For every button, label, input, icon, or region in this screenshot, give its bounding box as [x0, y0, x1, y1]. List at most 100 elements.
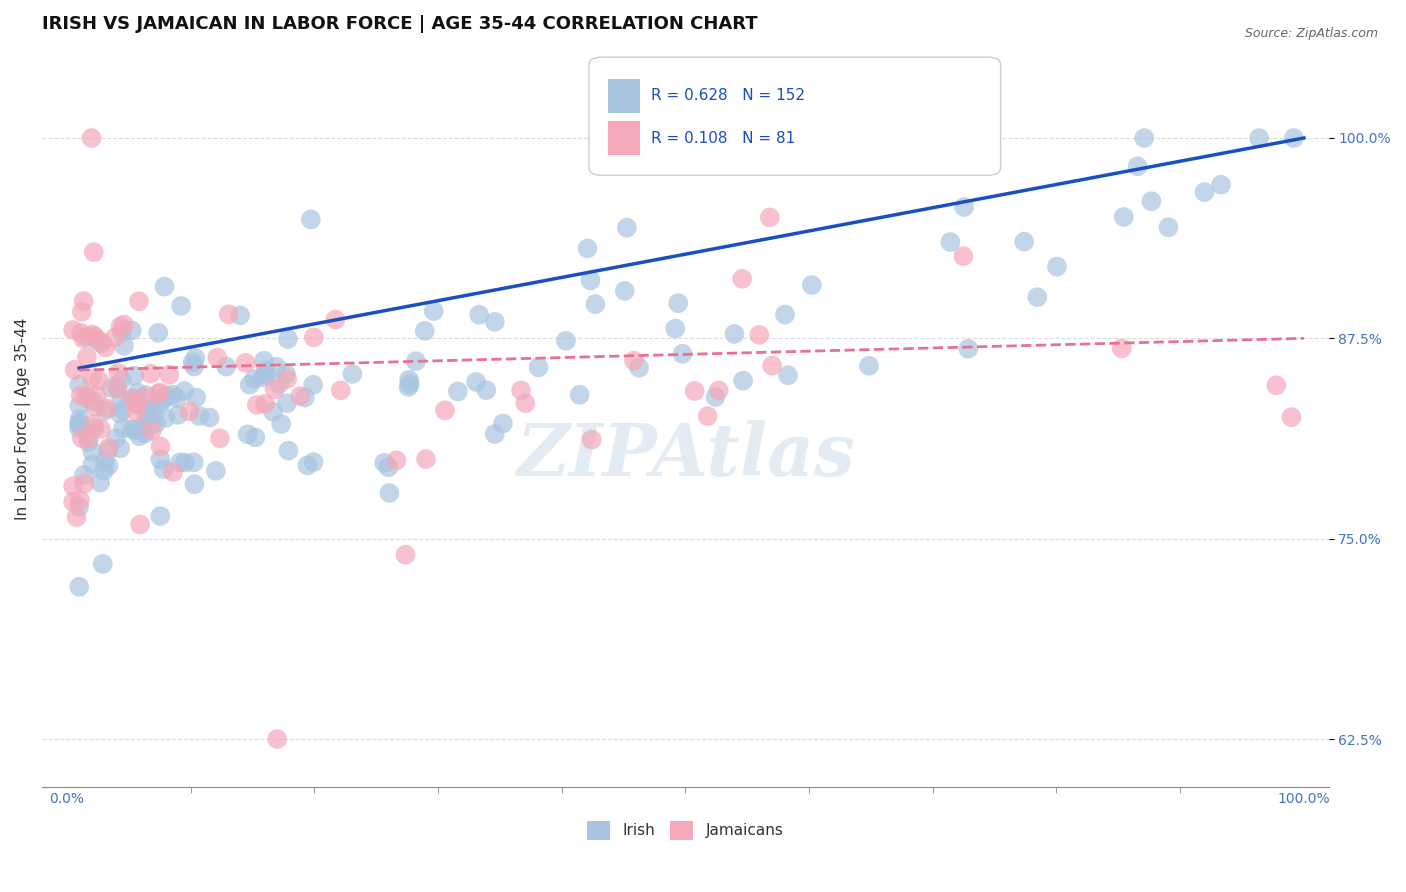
Point: [254, 368, 277, 382]
Point: [398, 380, 420, 394]
Point: [394, 548, 416, 562]
Point: [1265, 378, 1288, 392]
Point: [153, 392, 176, 406]
Point: [67, 417, 90, 432]
Point: [97, 458, 120, 473]
Point: [169, 455, 191, 469]
Point: [93, 464, 115, 478]
Point: [671, 347, 693, 361]
Point: [1209, 178, 1232, 192]
Point: [83, 245, 105, 260]
Point: [111, 373, 134, 387]
Point: [173, 384, 195, 398]
Point: [276, 396, 298, 410]
Point: [131, 399, 153, 413]
Point: [104, 330, 127, 344]
Point: [475, 383, 498, 397]
Point: [243, 372, 266, 386]
Point: [90, 422, 112, 436]
Point: [105, 380, 128, 394]
Point: [1026, 290, 1049, 304]
Point: [121, 391, 143, 405]
Point: [263, 383, 285, 397]
Point: [378, 486, 401, 500]
Point: [76, 391, 98, 405]
Point: [1133, 131, 1156, 145]
Point: [125, 423, 148, 437]
Point: [696, 409, 718, 423]
Point: [135, 388, 157, 402]
Point: [413, 324, 436, 338]
Point: [72, 422, 94, 436]
Point: [183, 359, 205, 374]
Point: [134, 426, 156, 441]
Point: [86, 389, 108, 403]
Point: [149, 509, 172, 524]
Point: [148, 386, 170, 401]
Point: [63, 363, 86, 377]
Point: [294, 391, 316, 405]
Point: [90, 334, 112, 349]
Point: [112, 421, 135, 435]
Point: [1279, 410, 1302, 425]
Point: [262, 405, 284, 419]
Point: [110, 319, 132, 334]
Point: [107, 366, 129, 380]
Point: [1012, 235, 1035, 249]
Point: [143, 407, 166, 421]
Point: [664, 321, 686, 335]
Point: [141, 423, 163, 437]
Point: [254, 363, 277, 377]
Point: [80, 131, 103, 145]
Point: [139, 367, 162, 381]
Point: [97, 443, 120, 458]
Point: [128, 429, 150, 443]
Point: [297, 458, 319, 473]
Point: [83, 421, 105, 435]
Point: [179, 404, 201, 418]
Point: [1282, 131, 1305, 145]
Point: [67, 500, 90, 514]
FancyBboxPatch shape: [609, 121, 640, 154]
Point: [707, 384, 730, 398]
Point: [1194, 185, 1216, 199]
Point: [748, 327, 770, 342]
Point: [97, 441, 120, 455]
Point: [65, 510, 87, 524]
Point: [277, 443, 299, 458]
Point: [266, 732, 288, 747]
Point: [299, 212, 322, 227]
Point: [953, 200, 976, 214]
Point: [731, 272, 754, 286]
Point: [173, 456, 195, 470]
Point: [62, 479, 84, 493]
Point: [433, 403, 456, 417]
Point: [67, 399, 90, 413]
Point: [149, 385, 172, 400]
Point: [302, 455, 325, 469]
Point: [952, 249, 974, 263]
Point: [385, 453, 408, 467]
Point: [127, 385, 149, 400]
Point: [628, 360, 651, 375]
Y-axis label: In Labor Force | Age 35-44: In Labor Force | Age 35-44: [15, 318, 31, 520]
Point: [76, 350, 98, 364]
Point: [122, 368, 145, 383]
Point: [89, 475, 111, 490]
Point: [77, 435, 100, 450]
Point: [107, 382, 129, 396]
Point: [276, 372, 298, 386]
Point: [576, 241, 599, 255]
Point: [69, 388, 91, 402]
Point: [96, 401, 118, 416]
Point: [208, 431, 231, 445]
Point: [415, 452, 437, 467]
Point: [82, 445, 104, 459]
Point: [484, 315, 506, 329]
Point: [188, 409, 211, 423]
Point: [112, 339, 135, 353]
Point: [72, 293, 94, 308]
Point: [132, 390, 155, 404]
Point: [218, 307, 240, 321]
Point: [128, 294, 150, 309]
